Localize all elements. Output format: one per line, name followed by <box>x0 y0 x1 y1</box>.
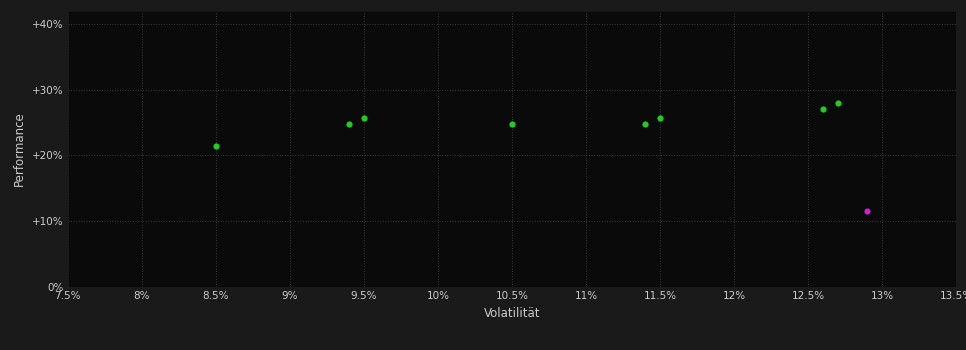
Point <box>830 100 845 106</box>
Point <box>504 121 520 127</box>
Point <box>638 121 653 127</box>
Point <box>208 143 223 149</box>
Point <box>652 116 668 121</box>
Point <box>356 116 372 121</box>
Point <box>815 106 831 111</box>
Point <box>341 121 356 127</box>
Point <box>860 209 875 214</box>
X-axis label: Volatilität: Volatilität <box>484 307 540 320</box>
Y-axis label: Performance: Performance <box>14 111 26 186</box>
